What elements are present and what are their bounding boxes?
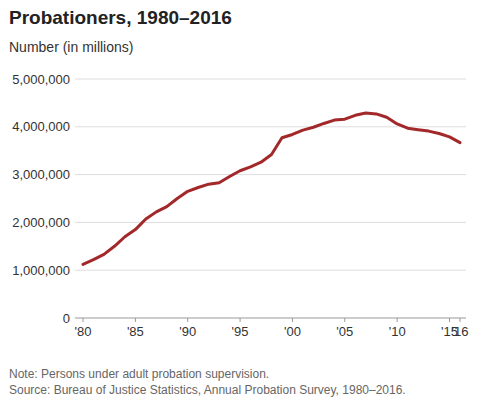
series-line xyxy=(83,113,460,265)
x-tick xyxy=(344,318,345,322)
note: Note: Persons under adult probation supe… xyxy=(9,367,269,381)
x-tick xyxy=(240,318,241,322)
y-tick-label: 0 xyxy=(63,311,70,326)
x-tick-label: '00 xyxy=(284,324,301,339)
subtitle: Number (in millions) xyxy=(9,39,133,55)
plot-area xyxy=(83,113,460,265)
grid-line xyxy=(75,318,466,319)
chart: Probationers, 1980–2016 Number (in millio… xyxy=(0,0,488,401)
x-tick-label: '16 xyxy=(452,324,469,339)
y-tick-label: 1,000,000 xyxy=(12,263,70,278)
y-tick-label: 4,000,000 xyxy=(12,119,70,134)
title: Probationers, 1980–2016 xyxy=(9,7,232,28)
grid-line xyxy=(75,270,466,271)
x-tick xyxy=(397,318,398,322)
x-tick-label: '85 xyxy=(127,324,144,339)
grid-line xyxy=(75,174,466,175)
y-tick-label: 3,000,000 xyxy=(12,167,70,182)
x-tick-label: '05 xyxy=(336,324,353,339)
x-tick-label: '90 xyxy=(179,324,196,339)
x-tick xyxy=(460,318,461,322)
grid-line xyxy=(75,79,466,80)
y-tick-label: 5,000,000 xyxy=(12,72,70,87)
y-tick-label: 2,000,000 xyxy=(12,215,70,230)
x-tick xyxy=(292,318,293,322)
x-tick-label: '95 xyxy=(232,324,249,339)
x-tick xyxy=(135,318,136,322)
grid-line xyxy=(75,222,466,223)
x-tick-label: '80 xyxy=(75,324,92,339)
x-tick xyxy=(83,318,84,322)
x-tick-label: '10 xyxy=(389,324,406,339)
x-tick xyxy=(449,318,450,322)
source: Source: Bureau of Justice Statistics, An… xyxy=(9,383,406,397)
x-tick xyxy=(187,318,188,322)
